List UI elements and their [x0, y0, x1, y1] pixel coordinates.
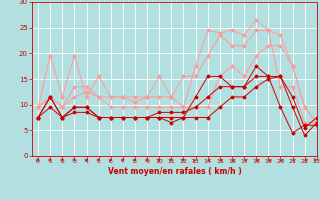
X-axis label: Vent moyen/en rafales ( km/h ): Vent moyen/en rafales ( km/h )	[108, 167, 241, 176]
